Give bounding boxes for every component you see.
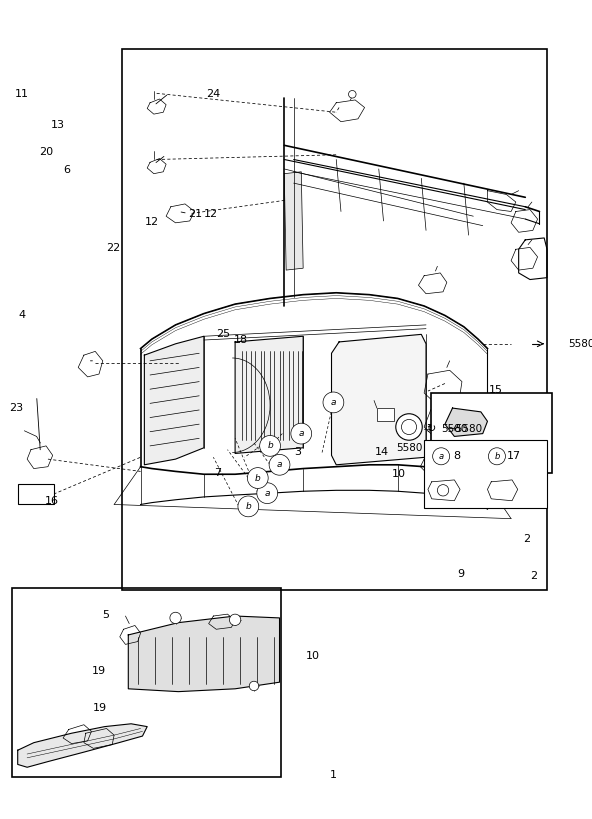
Text: 12: 12 <box>204 210 218 219</box>
Text: 12: 12 <box>144 217 159 227</box>
Text: 3: 3 <box>294 447 301 457</box>
Text: a: a <box>439 452 444 461</box>
Text: 11: 11 <box>15 88 29 98</box>
Text: b: b <box>267 441 273 450</box>
Text: 1: 1 <box>330 770 337 780</box>
Text: 23: 23 <box>9 403 24 413</box>
Circle shape <box>401 419 417 435</box>
Text: 14: 14 <box>375 447 390 457</box>
Polygon shape <box>128 616 279 691</box>
Text: 22: 22 <box>107 243 121 254</box>
Circle shape <box>323 392 344 413</box>
Circle shape <box>257 482 278 504</box>
Text: 10: 10 <box>392 468 406 479</box>
Bar <box>122 49 547 590</box>
Bar <box>377 408 394 421</box>
Text: 18: 18 <box>234 335 249 345</box>
Polygon shape <box>332 334 426 465</box>
Text: 21: 21 <box>188 210 202 219</box>
Circle shape <box>230 614 241 626</box>
Circle shape <box>488 448 506 465</box>
Text: 10: 10 <box>306 650 320 661</box>
Bar <box>424 441 547 509</box>
Circle shape <box>396 414 422 441</box>
Text: 9: 9 <box>457 568 464 578</box>
Text: 20: 20 <box>40 147 54 157</box>
Text: 19: 19 <box>93 703 107 713</box>
Circle shape <box>238 496 259 517</box>
Circle shape <box>247 468 268 488</box>
Text: b: b <box>255 473 260 482</box>
Text: 4: 4 <box>18 310 25 320</box>
Text: a: a <box>265 489 270 498</box>
Text: 24: 24 <box>206 88 220 98</box>
Bar <box>431 393 552 473</box>
Circle shape <box>433 448 450 465</box>
Text: 25: 25 <box>216 328 230 338</box>
Text: 6: 6 <box>63 165 70 174</box>
Circle shape <box>269 455 290 475</box>
Circle shape <box>349 90 356 98</box>
Text: 15: 15 <box>489 385 503 395</box>
Circle shape <box>170 613 181 623</box>
Polygon shape <box>144 337 204 465</box>
Circle shape <box>249 681 259 690</box>
Text: ↻: ↻ <box>426 424 435 434</box>
Text: 5580: 5580 <box>568 339 592 349</box>
Text: 5580: 5580 <box>396 443 422 453</box>
Text: 16: 16 <box>45 495 59 506</box>
Polygon shape <box>284 172 303 270</box>
Polygon shape <box>235 337 303 454</box>
Bar <box>12 588 281 776</box>
Polygon shape <box>18 724 147 767</box>
Circle shape <box>437 485 449 496</box>
Text: 13: 13 <box>51 120 65 129</box>
Text: 2: 2 <box>530 571 537 581</box>
Text: b: b <box>494 452 500 461</box>
Circle shape <box>291 423 311 444</box>
Polygon shape <box>445 408 487 437</box>
Text: a: a <box>331 398 336 407</box>
Text: 5580: 5580 <box>441 424 468 434</box>
Text: b: b <box>246 502 251 511</box>
Text: 5: 5 <box>102 609 110 620</box>
Text: →5580: →5580 <box>448 424 483 434</box>
Text: 8: 8 <box>453 451 461 461</box>
Text: a: a <box>277 460 282 469</box>
Circle shape <box>260 436 281 456</box>
Bar <box>18 484 54 505</box>
Text: 7: 7 <box>214 468 221 478</box>
Text: 17: 17 <box>507 451 521 461</box>
Text: 2: 2 <box>523 534 530 544</box>
Text: 19: 19 <box>92 666 106 676</box>
Text: a: a <box>298 429 304 438</box>
